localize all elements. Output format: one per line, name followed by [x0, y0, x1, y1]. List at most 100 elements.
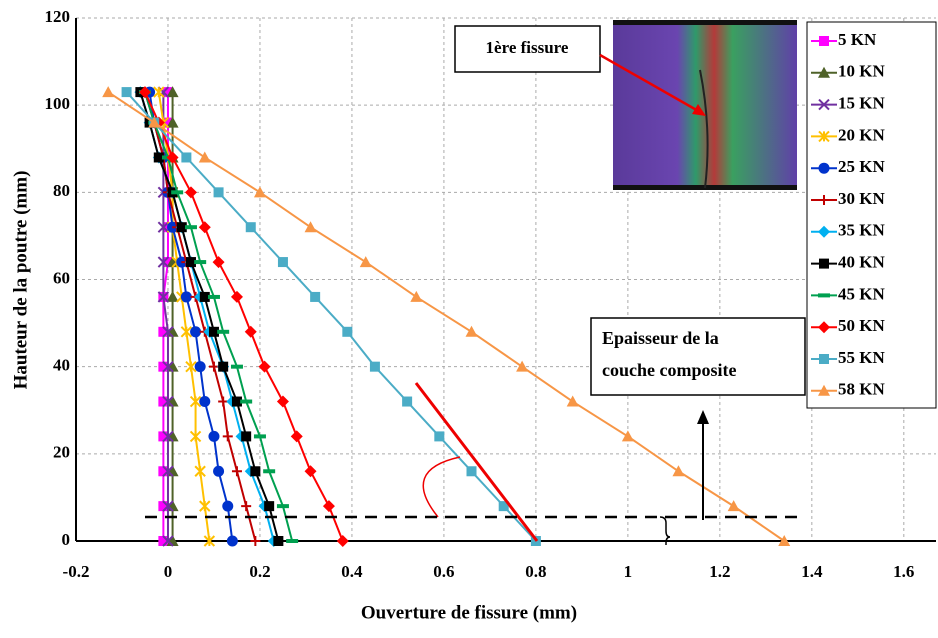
- angle-arc: [422, 456, 461, 518]
- marker: [258, 360, 271, 373]
- slope-line: [414, 382, 539, 542]
- y-tick-label: 120: [45, 7, 71, 26]
- marker: [194, 465, 206, 477]
- marker: [277, 257, 288, 268]
- marker: [286, 539, 299, 543]
- marker: [189, 430, 202, 443]
- x-tick-label: 0.8: [525, 562, 546, 581]
- marker: [621, 430, 634, 442]
- series: [138, 86, 349, 547]
- marker: [158, 361, 169, 372]
- marker: [166, 86, 179, 98]
- marker: [213, 187, 224, 198]
- marker: [818, 384, 830, 396]
- marker: [818, 293, 830, 298]
- marker: [818, 225, 830, 238]
- marker: [818, 66, 830, 78]
- marker: [276, 395, 289, 408]
- marker: [818, 130, 830, 143]
- marker: [336, 535, 349, 547]
- series-line: [144, 91, 257, 542]
- y-axis-title: Hauteur de la poutre (mm): [10, 171, 31, 390]
- marker: [189, 395, 202, 408]
- legend-items: 5 KN 10 KN 15 KN 20 KN 25 KN 30 KN 35 KN 40 KN 4…: [811, 30, 885, 399]
- photo-edge: [613, 20, 797, 25]
- marker: [166, 116, 179, 128]
- annotation: Epaisseur de la: [602, 328, 719, 348]
- series-line: [125, 91, 537, 542]
- marker: [304, 465, 317, 478]
- marker: [162, 465, 174, 477]
- marker: [253, 186, 266, 198]
- legend-label: 35 KN: [838, 221, 885, 240]
- marker: [157, 221, 170, 233]
- marker: [162, 535, 174, 547]
- marker: [819, 195, 829, 205]
- marker: [466, 466, 477, 477]
- crack: [699, 69, 709, 189]
- marker: [162, 500, 174, 512]
- marker: [241, 431, 252, 442]
- marker: [198, 221, 211, 234]
- y-tick-label: 60: [53, 268, 70, 287]
- marker: [672, 465, 685, 477]
- marker: [222, 500, 234, 512]
- marker: [264, 501, 275, 512]
- legend-label: 45 KN: [838, 284, 885, 303]
- marker: [231, 466, 242, 477]
- arrow: [599, 53, 701, 114]
- legend-label: 30 KN: [838, 189, 885, 208]
- marker: [778, 535, 791, 546]
- marker: [102, 86, 115, 98]
- marker: [273, 536, 284, 546]
- legend-label: 10 KN: [838, 62, 885, 81]
- marker: [207, 294, 220, 299]
- x-tick-label: -0.2: [63, 562, 90, 581]
- series: [138, 90, 299, 543]
- marker: [194, 361, 206, 373]
- marker: [176, 222, 187, 233]
- series-line: [144, 91, 344, 542]
- marker: [162, 430, 174, 443]
- x-tick-label: 0: [164, 562, 173, 581]
- marker: [199, 396, 211, 408]
- marker: [166, 290, 179, 302]
- marker: [253, 434, 266, 439]
- marker: [185, 360, 197, 373]
- series-line: [144, 91, 294, 542]
- marker: [263, 469, 276, 474]
- marker: [465, 325, 478, 337]
- marker: [818, 98, 830, 111]
- marker: [158, 396, 169, 407]
- marker: [162, 326, 174, 338]
- marker: [162, 395, 174, 408]
- legend-label: 5 KN: [838, 30, 877, 49]
- marker: [276, 504, 289, 509]
- marker: [121, 87, 132, 98]
- marker: [180, 291, 192, 303]
- legend-label: 55 KN: [838, 348, 885, 367]
- marker: [359, 256, 372, 268]
- marker: [153, 86, 165, 98]
- annotation-box: [454, 25, 601, 73]
- legend: [806, 21, 937, 409]
- marker: [184, 186, 197, 199]
- annotation: 1ère fissure: [486, 38, 569, 57]
- marker: [516, 360, 529, 372]
- marker: [819, 258, 829, 269]
- x-tick-label: 0.6: [433, 562, 454, 581]
- marker: [818, 321, 830, 334]
- legend-label: 25 KN: [838, 157, 885, 176]
- series-line: [107, 91, 785, 542]
- marker: [185, 257, 196, 268]
- marker: [240, 399, 253, 404]
- legend-label: 50 KN: [838, 316, 885, 335]
- marker: [157, 256, 170, 268]
- marker: [241, 501, 252, 512]
- marker: [180, 326, 193, 338]
- marker: [158, 501, 169, 512]
- x-axis-title: Ouverture de fissure (mm): [361, 602, 577, 623]
- marker: [245, 222, 256, 233]
- marker: [402, 396, 413, 407]
